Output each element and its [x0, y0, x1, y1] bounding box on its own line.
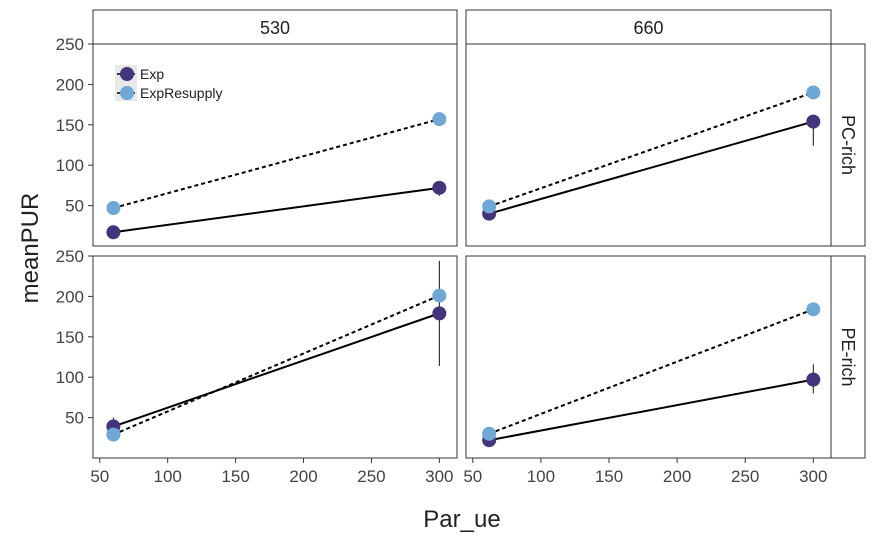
x-tick-label: 50 — [463, 467, 482, 486]
data-point-expresupply — [482, 199, 497, 214]
legend-label: Exp — [140, 66, 164, 82]
x-tick-label: 300 — [799, 467, 827, 486]
series-line-expresupply — [112, 294, 440, 436]
data-point-expresupply — [432, 112, 447, 127]
y-tick-label: 150 — [56, 116, 84, 135]
data-point-exp — [106, 225, 121, 240]
y-tick-label: 200 — [56, 287, 84, 306]
x-tick-label: 250 — [357, 467, 385, 486]
x-tick-label: 100 — [527, 467, 555, 486]
data-point-expresupply — [106, 427, 121, 442]
data-point-expresupply — [482, 426, 497, 441]
x-tick-label: 250 — [731, 467, 759, 486]
row-strip-label: PE-rich — [838, 327, 858, 386]
row-strip — [830, 255, 866, 459]
data-point-exp — [806, 114, 821, 129]
panel-frame — [465, 43, 832, 247]
series-line-expresupply — [488, 91, 814, 208]
y-tick-label: 50 — [65, 197, 84, 216]
row-strip — [830, 43, 866, 247]
panel-frame — [465, 255, 832, 459]
data-point-expresupply — [806, 302, 821, 317]
data-point-exp — [806, 372, 821, 387]
data-point-exp — [432, 180, 447, 195]
x-tick-label: 150 — [221, 467, 249, 486]
x-tick-label: 300 — [425, 467, 453, 486]
series-line-exp — [113, 312, 440, 428]
legend-key-point — [120, 67, 134, 81]
x-axis-title: Par_ue — [423, 506, 500, 533]
y-tick-label: 200 — [56, 75, 84, 94]
series-line-expresupply — [488, 308, 814, 435]
data-point-exp — [432, 306, 447, 321]
data-point-expresupply — [806, 85, 821, 100]
y-tick-label: 150 — [56, 328, 84, 347]
panel-frame — [92, 255, 458, 459]
x-tick-label: 100 — [154, 467, 182, 486]
x-tick-label: 200 — [289, 467, 317, 486]
x-tick-label: 150 — [595, 467, 623, 486]
x-tick-label: 50 — [90, 467, 109, 486]
data-point-expresupply — [106, 201, 121, 216]
panel-frame — [92, 43, 458, 247]
data-point-expresupply — [432, 288, 447, 303]
y-tick-label: 50 — [65, 409, 84, 428]
column-strip-label: 530 — [260, 18, 290, 38]
x-tick-label: 200 — [663, 467, 691, 486]
series-line-expresupply — [113, 118, 440, 209]
column-strip — [92, 9, 458, 45]
series-line-exp — [488, 378, 814, 442]
y-tick-label: 100 — [56, 368, 84, 387]
row-strip-label: PC-rich — [838, 115, 858, 175]
legend-key-point — [120, 86, 134, 100]
series-line-exp — [488, 120, 814, 215]
y-tick-label: 250 — [56, 247, 84, 266]
column-strip-label: 660 — [633, 18, 663, 38]
series-line-exp — [113, 186, 440, 234]
y-axis-title: meanPUR — [17, 193, 44, 304]
y-tick-label: 250 — [56, 35, 84, 54]
y-tick-label: 100 — [56, 156, 84, 175]
column-strip — [465, 9, 832, 45]
legend-label: ExpResupply — [140, 85, 223, 101]
